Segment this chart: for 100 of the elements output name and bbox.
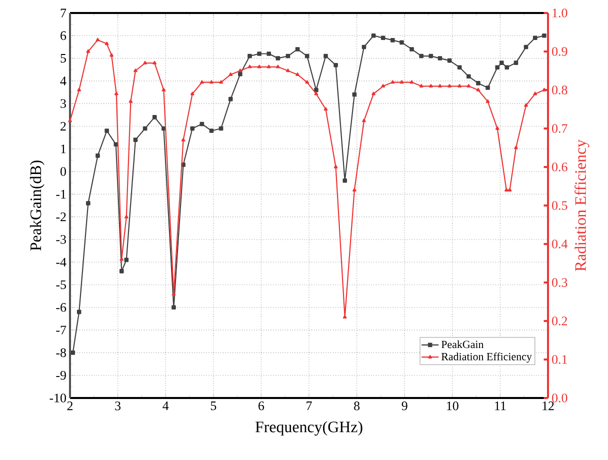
point <box>457 65 462 70</box>
point <box>200 122 204 126</box>
point <box>104 42 109 46</box>
point <box>419 84 424 88</box>
legend-label: Radiation Efficiency <box>441 352 532 363</box>
point <box>371 33 376 38</box>
point <box>96 154 100 158</box>
point <box>542 88 546 92</box>
y-tick-label: -8 <box>56 348 66 358</box>
x-tick-label: 4 <box>162 402 169 410</box>
point <box>324 54 328 58</box>
point <box>200 80 204 84</box>
point <box>514 60 518 65</box>
y2-tick-label: 1.0 <box>552 8 568 18</box>
point <box>124 258 129 262</box>
point <box>428 84 433 88</box>
y-tick-label: 6 <box>60 31 66 40</box>
point <box>362 44 366 50</box>
point <box>447 58 452 63</box>
point <box>334 164 338 168</box>
y2-tick-label: 0.5 <box>552 201 568 210</box>
point <box>119 269 124 274</box>
y-tick-label: -1 <box>56 190 66 198</box>
point <box>352 188 356 192</box>
point <box>334 62 338 68</box>
legend-label: PeakGain <box>441 340 484 348</box>
point <box>428 54 434 58</box>
point <box>466 84 471 88</box>
point <box>257 52 262 56</box>
x-tick-label: 3 <box>115 402 121 410</box>
y2-axis-title: Radiation Efficiency <box>574 140 590 272</box>
point <box>304 54 310 58</box>
point <box>142 126 148 131</box>
point <box>305 80 310 84</box>
point <box>172 305 176 310</box>
point <box>172 292 176 296</box>
point <box>504 188 508 192</box>
point <box>114 92 118 96</box>
point <box>76 310 82 314</box>
point <box>495 126 500 130</box>
point <box>276 64 280 68</box>
point <box>70 350 76 355</box>
point <box>248 64 252 68</box>
point <box>286 68 290 72</box>
y2-tick-label: 0.8 <box>552 86 568 94</box>
point <box>134 68 138 72</box>
point <box>228 72 233 76</box>
point <box>448 84 452 88</box>
point <box>342 178 347 183</box>
point <box>400 80 404 84</box>
point <box>486 99 490 103</box>
y-tick-label: 2 <box>60 122 66 131</box>
point <box>390 38 395 42</box>
x-tick-label: 7 <box>306 402 312 410</box>
y-tick-label: -2 <box>56 212 66 222</box>
point <box>486 86 490 90</box>
point <box>124 214 128 218</box>
y-tick-label: -10 <box>50 394 66 402</box>
point <box>458 84 462 88</box>
y2-tick-label: 0.9 <box>552 47 568 56</box>
point <box>504 65 510 70</box>
point <box>218 126 224 131</box>
point <box>352 92 357 97</box>
y2-tick-label: 0.0 <box>552 394 568 402</box>
x-tick-label: 10 <box>447 402 458 410</box>
point <box>380 36 386 40</box>
point <box>296 72 300 76</box>
point <box>152 60 157 64</box>
point <box>77 88 82 92</box>
x-tick-label: 9 <box>402 402 408 410</box>
point <box>532 36 538 40</box>
point <box>410 47 414 52</box>
point <box>476 81 480 86</box>
point <box>381 84 386 88</box>
x-tick-label: 12 <box>542 402 554 410</box>
x-tick-label: 2 <box>67 402 73 410</box>
point <box>248 54 252 58</box>
point <box>86 201 90 206</box>
y-tick-label: -6 <box>56 303 66 312</box>
point <box>400 40 404 45</box>
point <box>438 56 442 60</box>
point <box>295 47 300 52</box>
point <box>314 92 318 96</box>
point <box>466 74 471 79</box>
point <box>210 80 214 84</box>
point <box>495 65 500 70</box>
point <box>181 138 186 142</box>
point <box>324 107 328 111</box>
point <box>238 72 242 76</box>
point <box>524 103 528 107</box>
point <box>499 60 504 65</box>
y-tick-label: -5 <box>56 280 66 290</box>
y2-tick-label: 0.2 <box>552 316 568 326</box>
y-tick-label: -7 <box>56 326 66 334</box>
x-axis-title: Frequency(GHz) <box>255 421 362 436</box>
point <box>266 52 271 56</box>
point <box>133 138 138 142</box>
point <box>104 128 109 133</box>
x-tick-label: 8 <box>354 402 360 410</box>
y-tick-label: 1 <box>61 144 66 154</box>
